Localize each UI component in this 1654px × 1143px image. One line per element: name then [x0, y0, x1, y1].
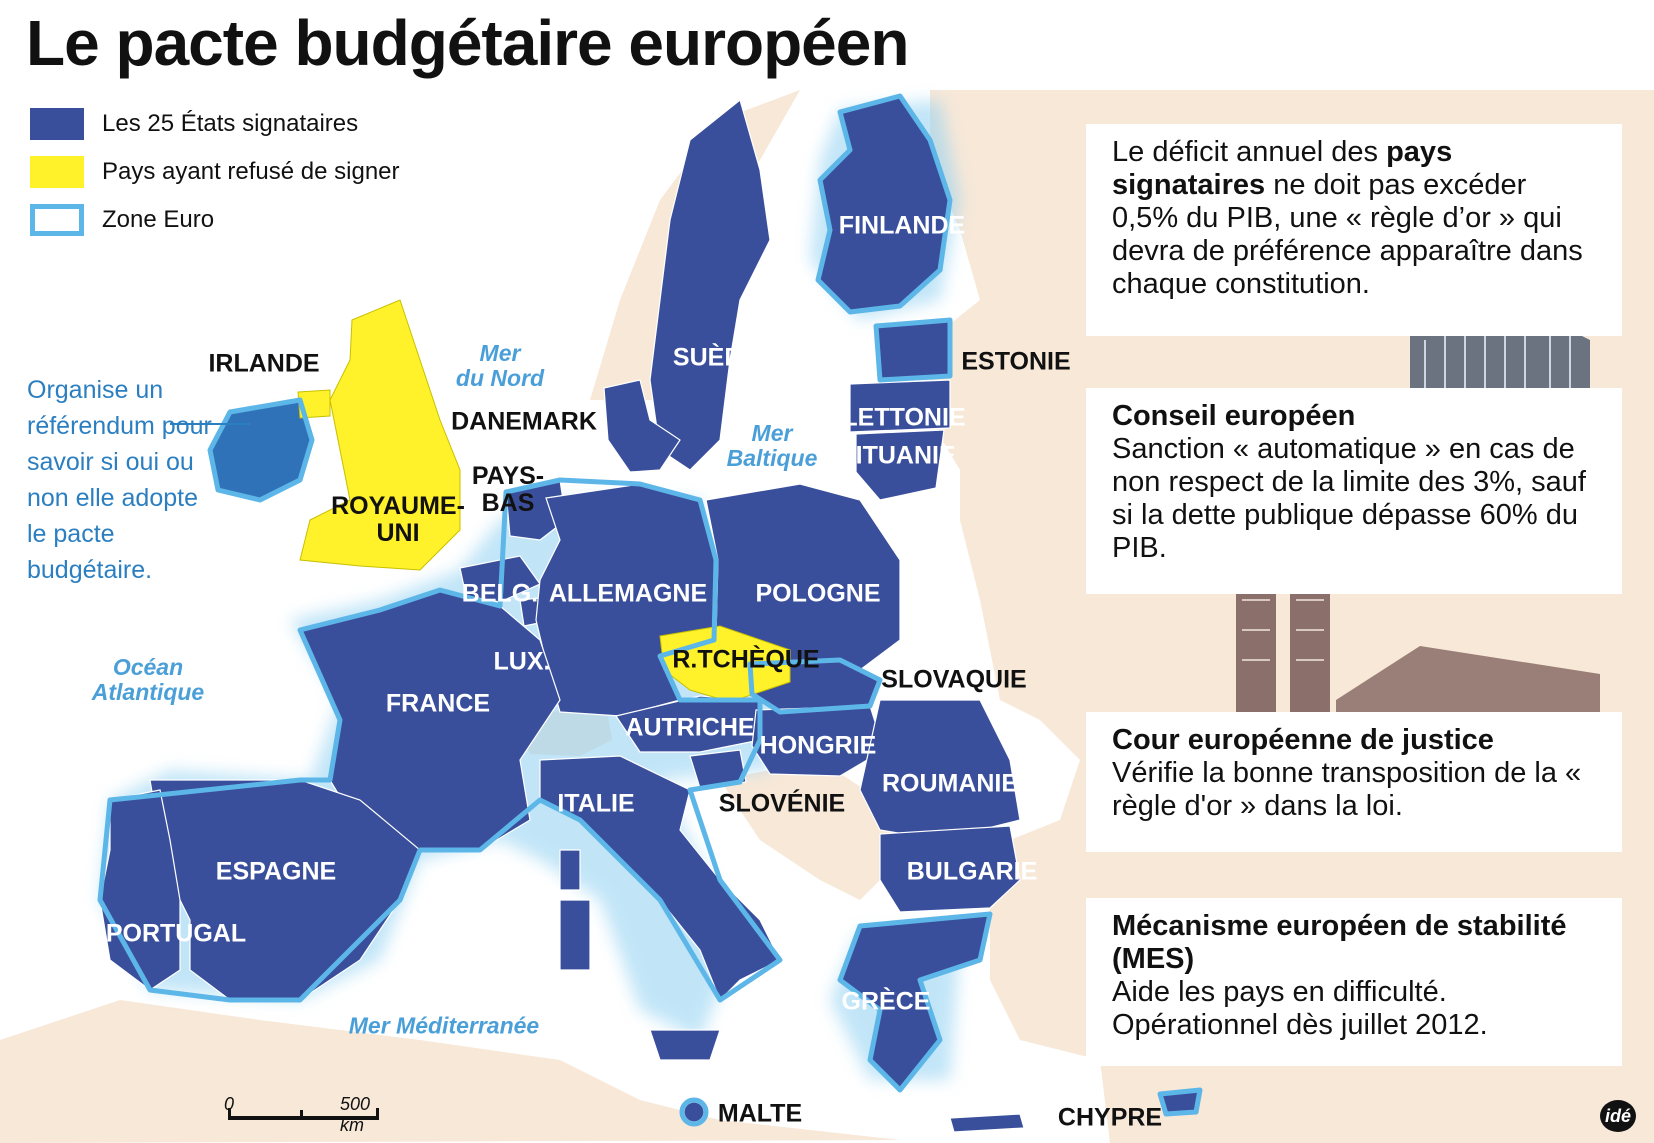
scale-line — [228, 1116, 378, 1120]
panel-court: Cour européenne de justice Vérifie la bo… — [1086, 712, 1622, 852]
label-danemark: DANEMARK — [451, 407, 597, 436]
country-sicile — [649, 1029, 721, 1061]
scale-tick-left — [228, 1108, 231, 1120]
label-finlande: FINLANDE — [838, 211, 966, 240]
mes-title: Mécanisme européen de stabilité (MES) — [1112, 910, 1567, 975]
country-lituanie — [855, 429, 945, 501]
label-chypre: CHYPRE — [1057, 1103, 1163, 1132]
golden-rule-text-2: ne doit pas excéder 0,5% du PIB, une « r… — [1112, 169, 1583, 300]
label-ocean-atlantique: Océan Atlantique — [91, 654, 205, 705]
label-hongrie: HONGRIE — [759, 731, 877, 760]
label-lux: LUX. — [493, 647, 551, 676]
panel-mes: Mécanisme européen de stabilité (MES) Ai… — [1086, 898, 1622, 1066]
scale-distance: 500 km — [340, 1094, 371, 1135]
label-mer-baltique: Mer Baltique — [726, 420, 818, 471]
label-france: FRANCE — [385, 689, 491, 718]
logo-ide: idé — [1600, 1100, 1636, 1132]
label-suede: SUÈDE — [672, 343, 760, 372]
country-irlande — [207, 397, 315, 503]
legend-label-euro-zone: Zone Euro — [102, 206, 215, 233]
label-roumanie: ROUMANIE — [881, 769, 1019, 798]
label-slovenie: SLOVÉNIE — [718, 789, 846, 818]
scale-zero: 0 — [224, 1094, 235, 1114]
label-autriche: AUTRICHE — [625, 713, 755, 742]
country-crete — [949, 1113, 1025, 1133]
country-bulgarie — [879, 825, 1021, 913]
label-grece: GRÈCE — [841, 987, 931, 1016]
country-royaume-uni — [299, 299, 461, 571]
label-italie: ITALIE — [557, 789, 635, 818]
country-lettonie — [849, 379, 951, 433]
legend-swatch-signatory — [30, 108, 84, 140]
label-mer-du-nord: Mer du Nord — [455, 340, 545, 391]
land-turkey — [990, 880, 1110, 1020]
legend-item-refused: Pays ayant refusé de signer — [30, 156, 400, 188]
legend-item-euro-zone: Zone Euro — [30, 204, 214, 236]
country-danemark — [603, 379, 681, 473]
panel-council: Conseil européen Sanction « automatique … — [1086, 388, 1622, 594]
legend-item-signatory: Les 25 États signataires — [30, 108, 358, 140]
building-court-icon — [1236, 582, 1600, 712]
label-mer-mediterranee: Mer Méditerranée — [348, 1012, 540, 1039]
label-portugal: PORTUGAL — [105, 919, 247, 948]
label-slovaquie: SLOVAQUIE — [881, 665, 1027, 694]
mes-body: Aide les pays en difficulté. Opérationne… — [1112, 976, 1488, 1041]
country-suede — [649, 98, 771, 471]
label-lettonie: LETTONIE — [842, 403, 966, 432]
label-espagne: ESPAGNE — [215, 857, 337, 886]
label-malte: MALTE — [717, 1099, 803, 1128]
scale-tick-right — [376, 1108, 379, 1120]
country-estonie — [875, 319, 951, 381]
page-title: Le pacte budgétaire européen — [26, 7, 909, 79]
panel-golden-rule: Le déficit annuel des pays signataires n… — [1086, 124, 1622, 336]
scale-bar: 0 500 km — [224, 1094, 394, 1135]
legend-label-signatory: Les 25 États signataires — [102, 110, 359, 137]
land-north-africa — [0, 1000, 900, 1143]
council-title: Conseil européen — [1112, 400, 1356, 432]
label-rtcheque: R.TCHÈQUE — [672, 645, 820, 674]
land-balkans-nonmember — [720, 760, 900, 900]
label-estonie: ESTONIE — [961, 347, 1071, 376]
label-royaume-uni: ROYAUME- UNI — [331, 492, 465, 547]
label-pays-bas: PAYS- BAS — [471, 462, 545, 517]
label-pologne: POLOGNE — [755, 579, 881, 608]
label-bulgarie: BULGARIE — [906, 857, 1038, 886]
country-sardaigne — [559, 899, 591, 971]
legend-label-refused: Pays ayant refusé de signer — [102, 158, 400, 185]
label-allemagne: ALLEMAGNE — [548, 579, 708, 608]
euro-zone-outlines — [97, 93, 1203, 1127]
court-title: Cour européenne de justice — [1112, 724, 1494, 756]
ireland-annotation: Organise un référendum pour savoir si ou… — [27, 376, 212, 584]
council-body: Sanction « automatique » en cas de non r… — [1112, 433, 1586, 564]
country-slovenie — [689, 749, 747, 789]
label-irlande: IRLANDE — [208, 349, 320, 378]
legend-swatch-refused — [30, 156, 84, 188]
country-corse — [559, 849, 581, 891]
scale-tick-mid — [300, 1110, 303, 1120]
label-belg: BELG. — [461, 579, 539, 608]
legend-swatch-euro-zone — [30, 204, 84, 236]
court-body: Vérifie la bonne transposition de la « r… — [1112, 757, 1582, 822]
country-irlande-du-nord — [297, 389, 331, 419]
golden-rule-bold: pays signataires — [1112, 136, 1453, 201]
label-lituanie: LITUANIE — [840, 441, 956, 470]
golden-rule-text-1: Le déficit annuel des — [1112, 136, 1387, 168]
